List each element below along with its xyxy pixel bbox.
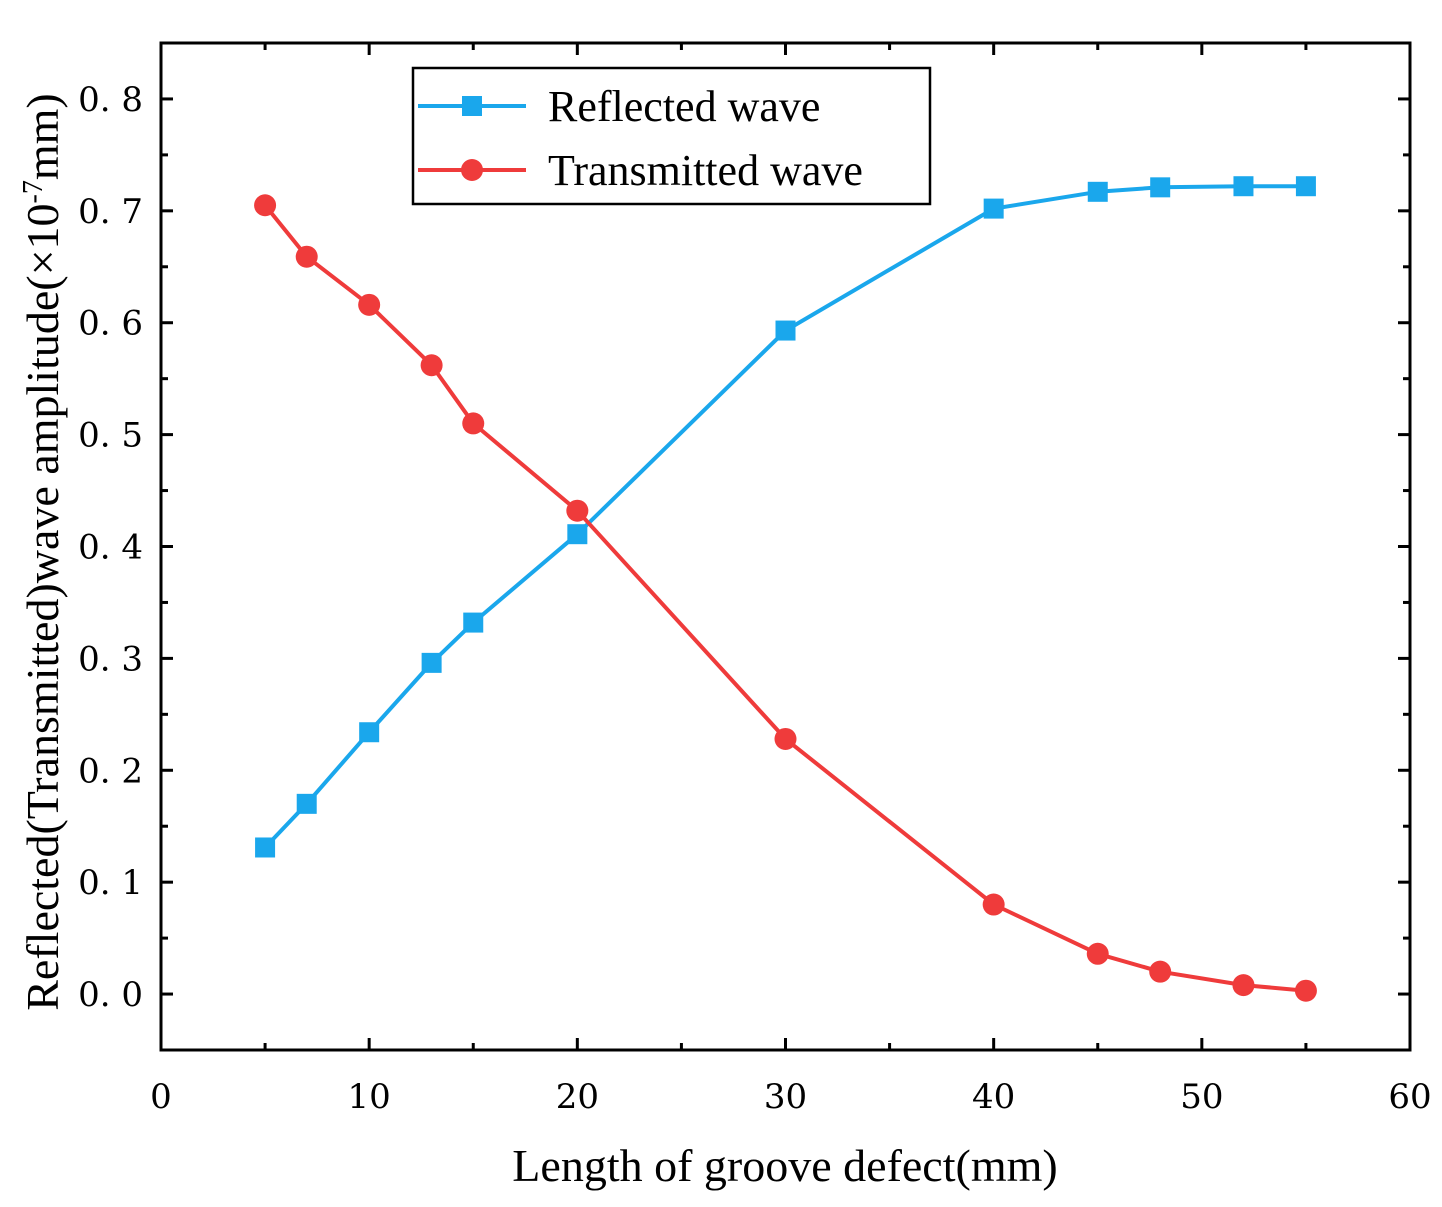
transmitted-wave-point [1086, 942, 1109, 965]
y-axis-title-tail: mm) [17, 93, 68, 180]
x-tick-label: 60 [1388, 1077, 1431, 1117]
transmitted-wave-point [1232, 974, 1255, 997]
legend-reflected-wave-marker [462, 96, 482, 116]
x-tick-label: 40 [972, 1077, 1015, 1117]
x-axis-title: Length of groove defect(mm) [512, 1140, 1057, 1191]
reflected-wave-point [1295, 176, 1316, 197]
legend-box [411, 66, 932, 206]
y-tick-label: 0. 5 [78, 416, 143, 456]
legend-transmitted-wave-marker [461, 159, 483, 181]
plot-area [254, 176, 1317, 1002]
reflected-wave-point [296, 793, 317, 814]
transmitted-wave-point [295, 245, 318, 268]
y-tick-label: 0. 2 [78, 751, 143, 791]
y-tick-label: 0. 0 [78, 975, 143, 1015]
x-tick-label: 50 [1180, 1077, 1223, 1117]
y-axis-title: Reflected(Transmitted)wave amplitude(×10… [17, 93, 68, 1011]
x-tick-label: 30 [764, 1077, 807, 1117]
reflected-wave-point [1087, 181, 1108, 202]
y-axis-title-exponent: -7 [18, 180, 49, 203]
reflected-wave-point [775, 320, 796, 341]
y-axis-title-main: Reflected(Transmitted)wave amplitude(×10 [17, 203, 68, 1010]
y-tick-label: 0. 7 [78, 192, 143, 232]
transmitted-wave-point [462, 412, 485, 435]
y-tick-label: 0. 1 [78, 863, 143, 903]
reflected-wave-point [983, 198, 1004, 219]
reflected-wave-point [1150, 177, 1171, 198]
reflected-wave-point [567, 524, 588, 545]
reflected-wave-point [1233, 176, 1254, 197]
legend-transmitted-wave-label: Transmitted wave [548, 146, 863, 195]
y-tick-label: 0. 4 [78, 528, 143, 568]
y-tick-label: 0. 6 [78, 304, 143, 344]
legend: Reflected wave Transmitted wave [411, 66, 932, 206]
axis-ticks: 0 10 20 30 40 50 60 0. 0 0. 1 0. 2 0. 3 0. 4 0. 5 0. … [78, 43, 1432, 1117]
x-tick-label: 0 [150, 1077, 172, 1117]
y-tick-label: 0. 8 [78, 80, 143, 120]
transmitted-wave-point [566, 499, 589, 522]
y-tick-label: 0. 3 [78, 639, 143, 679]
transmitted-wave-point [358, 293, 381, 316]
x-tick-label: 20 [556, 1077, 599, 1117]
reflected-wave-point [359, 722, 380, 743]
transmitted-wave-point [982, 893, 1005, 916]
transmitted-wave-point [420, 354, 443, 377]
transmitted-wave-line [263, 203, 1307, 993]
transmitted-wave-point [254, 194, 277, 217]
transmitted-wave-point [774, 727, 797, 750]
legend-reflected-wave-label: Reflected wave [548, 82, 820, 131]
transmitted-wave-point [1149, 960, 1172, 983]
reflected-wave-point [421, 652, 442, 673]
reflected-wave-line [263, 184, 1306, 849]
transmitted-wave-point [1294, 979, 1317, 1002]
reflected-wave-point [463, 612, 484, 633]
x-tick-label: 10 [348, 1077, 391, 1117]
reflected-wave-point [255, 837, 276, 858]
